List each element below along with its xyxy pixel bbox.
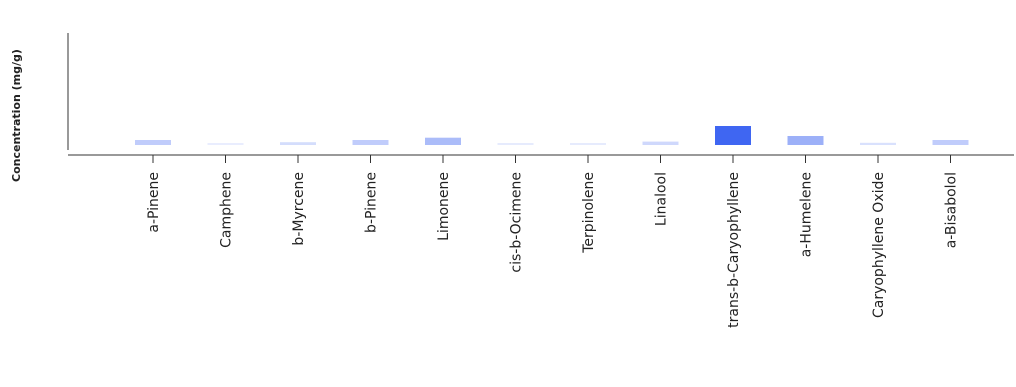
bar (642, 141, 679, 145)
x-tick-label: a-Humelene (799, 172, 815, 257)
x-tick-label: a-Pinene (146, 172, 162, 233)
x-tick-label: a-Bisabolol (944, 172, 960, 248)
bar (860, 142, 896, 145)
bars-group (135, 126, 969, 145)
y-axis-label: Concentration (mg/g) (10, 49, 23, 182)
ticks-group (152, 155, 951, 163)
bar (352, 140, 389, 145)
bar (570, 143, 606, 145)
x-tick-label: b-Pinene (364, 172, 380, 233)
bar (135, 140, 171, 145)
x-tick-label: trans-b-Caryophyllene (726, 172, 742, 328)
x-tick-label: Limonene (436, 172, 452, 241)
x-tick-label: Linalool (654, 172, 670, 226)
bar (715, 126, 751, 145)
tick-labels-group: a-Pinene Camphene b-Myrcene b-Pinene Limonen… (146, 172, 960, 328)
x-tick-label: b-Myrcene (291, 172, 307, 246)
bar (787, 136, 824, 145)
bar (932, 140, 969, 145)
bar (425, 137, 461, 145)
x-tick-label: cis-b-Ocimene (509, 172, 525, 273)
x-tick-label: Caryophyllene Oxide (871, 172, 887, 318)
x-tick-label: Camphene (219, 172, 235, 248)
bar (280, 142, 316, 145)
x-tick-label: Terpinolene (581, 172, 597, 254)
bar (497, 143, 534, 145)
bar (207, 143, 244, 145)
